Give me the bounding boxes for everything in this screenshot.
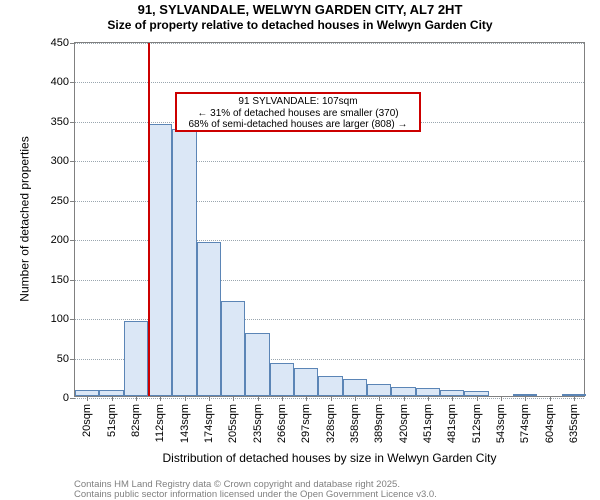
y-tick-label: 400 bbox=[51, 76, 69, 88]
x-tick-mark bbox=[306, 396, 307, 401]
histogram-bar bbox=[270, 363, 294, 396]
chart-container: 91, SYLVANDALE, WELWYN GARDEN CITY, AL7 … bbox=[0, 0, 600, 500]
plot-area: 91 SYLVANDALE: 107sqm ← 31% of detached … bbox=[74, 42, 585, 397]
y-tick-label: 50 bbox=[57, 353, 69, 365]
x-tick-mark bbox=[452, 396, 453, 401]
histogram-bar bbox=[172, 129, 196, 396]
x-tick-label: 451sqm bbox=[422, 404, 434, 443]
y-gridline bbox=[75, 82, 584, 83]
x-tick-mark bbox=[233, 396, 234, 401]
x-tick-label: 205sqm bbox=[227, 404, 239, 443]
y-tick-mark bbox=[70, 122, 75, 123]
x-tick-mark bbox=[331, 396, 332, 401]
y-tick-label: 200 bbox=[51, 234, 69, 246]
x-tick-label: 174sqm bbox=[203, 404, 215, 443]
property-marker-line bbox=[148, 43, 150, 396]
x-tick-label: 297sqm bbox=[300, 404, 312, 443]
x-tick-label: 235sqm bbox=[252, 404, 264, 443]
y-tick-label: 450 bbox=[51, 37, 69, 49]
histogram-bar bbox=[148, 124, 172, 396]
x-tick-label: 328sqm bbox=[325, 404, 337, 443]
x-tick-label: 543sqm bbox=[495, 404, 507, 443]
x-tick-label: 358sqm bbox=[349, 404, 361, 443]
y-tick-label: 150 bbox=[51, 274, 69, 286]
y-tick-mark bbox=[70, 280, 75, 281]
x-tick-mark bbox=[160, 396, 161, 401]
x-tick-mark bbox=[258, 396, 259, 401]
x-tick-mark bbox=[550, 396, 551, 401]
x-tick-label: 635sqm bbox=[568, 404, 580, 443]
x-tick-mark bbox=[404, 396, 405, 401]
x-tick-mark bbox=[209, 396, 210, 401]
x-tick-label: 481sqm bbox=[446, 404, 458, 443]
y-tick-label: 250 bbox=[51, 195, 69, 207]
x-tick-label: 112sqm bbox=[154, 404, 166, 442]
histogram-bar bbox=[221, 301, 245, 396]
y-axis-title: Number of detached properties bbox=[17, 41, 31, 396]
x-tick-label: 420sqm bbox=[398, 404, 410, 443]
annotation-line-2: ← 31% of detached houses are smaller (37… bbox=[179, 108, 417, 120]
y-tick-mark bbox=[70, 161, 75, 162]
annotation-line-1: 91 SYLVANDALE: 107sqm bbox=[179, 96, 417, 108]
y-gridline bbox=[75, 398, 584, 399]
y-gridline bbox=[75, 43, 584, 44]
y-tick-mark bbox=[70, 201, 75, 202]
x-tick-label: 574sqm bbox=[519, 404, 531, 443]
x-tick-label: 604sqm bbox=[544, 404, 556, 443]
x-tick-mark bbox=[355, 396, 356, 401]
x-tick-label: 512sqm bbox=[471, 404, 483, 443]
histogram-bar bbox=[294, 368, 318, 396]
x-tick-mark bbox=[136, 396, 137, 401]
x-tick-mark bbox=[87, 396, 88, 401]
x-tick-label: 20sqm bbox=[81, 404, 93, 437]
y-tick-mark bbox=[70, 398, 75, 399]
y-tick-mark bbox=[70, 359, 75, 360]
x-axis-title: Distribution of detached houses by size … bbox=[74, 451, 585, 465]
chart-subtitle: Size of property relative to detached ho… bbox=[0, 18, 600, 32]
x-tick-mark bbox=[185, 396, 186, 401]
x-tick-mark bbox=[501, 396, 502, 401]
x-tick-mark bbox=[428, 396, 429, 401]
annotation-line-3: 68% of semi-detached houses are larger (… bbox=[179, 119, 417, 131]
x-tick-mark bbox=[379, 396, 380, 401]
y-tick-mark bbox=[70, 240, 75, 241]
y-tick-mark bbox=[70, 319, 75, 320]
x-tick-mark bbox=[282, 396, 283, 401]
histogram-bar bbox=[416, 388, 440, 396]
histogram-bar bbox=[245, 333, 269, 396]
titles-block: 91, SYLVANDALE, WELWYN GARDEN CITY, AL7 … bbox=[0, 2, 600, 32]
y-tick-mark bbox=[70, 82, 75, 83]
y-tick-label: 100 bbox=[51, 313, 69, 325]
histogram-bar bbox=[318, 376, 342, 396]
x-tick-label: 389sqm bbox=[373, 404, 385, 443]
x-tick-label: 143sqm bbox=[179, 404, 191, 443]
x-tick-label: 82sqm bbox=[130, 404, 142, 437]
histogram-bar bbox=[343, 379, 367, 396]
footer-block: Contains HM Land Registry data © Crown c… bbox=[74, 480, 437, 500]
chart-title: 91, SYLVANDALE, WELWYN GARDEN CITY, AL7 … bbox=[0, 2, 600, 18]
footer-line-2: Contains public sector information licen… bbox=[74, 490, 437, 500]
y-tick-label: 350 bbox=[51, 116, 69, 128]
histogram-bar bbox=[124, 321, 148, 396]
x-tick-mark bbox=[525, 396, 526, 401]
y-tick-mark bbox=[70, 43, 75, 44]
y-tick-label: 300 bbox=[51, 155, 69, 167]
x-tick-label: 266sqm bbox=[276, 404, 288, 443]
x-tick-label: 51sqm bbox=[106, 404, 118, 437]
x-tick-mark bbox=[477, 396, 478, 401]
histogram-bar bbox=[391, 387, 415, 396]
histogram-bar bbox=[197, 242, 221, 396]
x-tick-mark bbox=[112, 396, 113, 401]
histogram-bar bbox=[367, 384, 391, 396]
x-tick-mark bbox=[574, 396, 575, 401]
y-tick-label: 0 bbox=[63, 392, 69, 404]
annotation-box: 91 SYLVANDALE: 107sqm ← 31% of detached … bbox=[175, 92, 421, 132]
